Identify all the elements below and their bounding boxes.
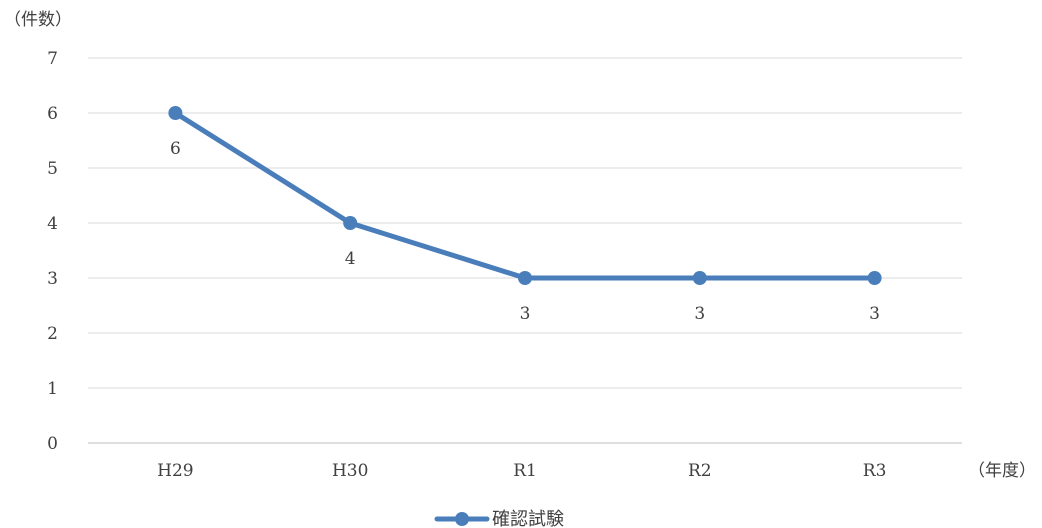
legend-series-label: 確認試験: [492, 509, 564, 528]
data-label: 6: [170, 139, 181, 159]
gridlines: [88, 57, 962, 444]
x-tick-label: H30: [332, 461, 368, 481]
x-tick-label: R1: [513, 461, 537, 481]
y-tick-label: 6: [47, 104, 58, 124]
x-axis-unit-label: （年度）: [968, 461, 1036, 481]
y-axis-tick-labels: 0 1 2 3 4 5 6 7: [47, 49, 58, 454]
y-tick-label: 3: [47, 269, 58, 289]
y-axis-unit-label: （件数）: [4, 10, 72, 30]
data-label: 3: [520, 304, 531, 324]
x-tick-label: R3: [863, 461, 887, 481]
legend-series-marker: [455, 512, 469, 526]
data-label: 3: [694, 304, 705, 324]
data-labels: 6 4 3 3 3: [170, 139, 880, 324]
y-tick-label: 0: [47, 434, 58, 454]
data-point: [343, 216, 358, 230]
series-group: [168, 106, 882, 285]
data-point: [168, 106, 183, 120]
legend: 確認試験: [434, 509, 564, 528]
data-label: 4: [345, 249, 356, 269]
data-label: 3: [869, 304, 880, 324]
y-tick-label: 2: [47, 324, 58, 344]
y-tick-label: 4: [47, 214, 58, 234]
x-tick-label: R2: [688, 461, 712, 481]
x-tick-label: H29: [157, 461, 193, 481]
data-point: [518, 271, 532, 285]
data-point: [692, 271, 707, 285]
y-tick-label: 5: [47, 159, 58, 179]
data-point: [867, 271, 882, 285]
y-tick-label: 7: [47, 49, 58, 69]
series-line: [172, 110, 878, 281]
x-axis-tick-labels: H29 H30 R1 R2 R3: [157, 461, 886, 481]
y-tick-label: 1: [47, 379, 58, 399]
